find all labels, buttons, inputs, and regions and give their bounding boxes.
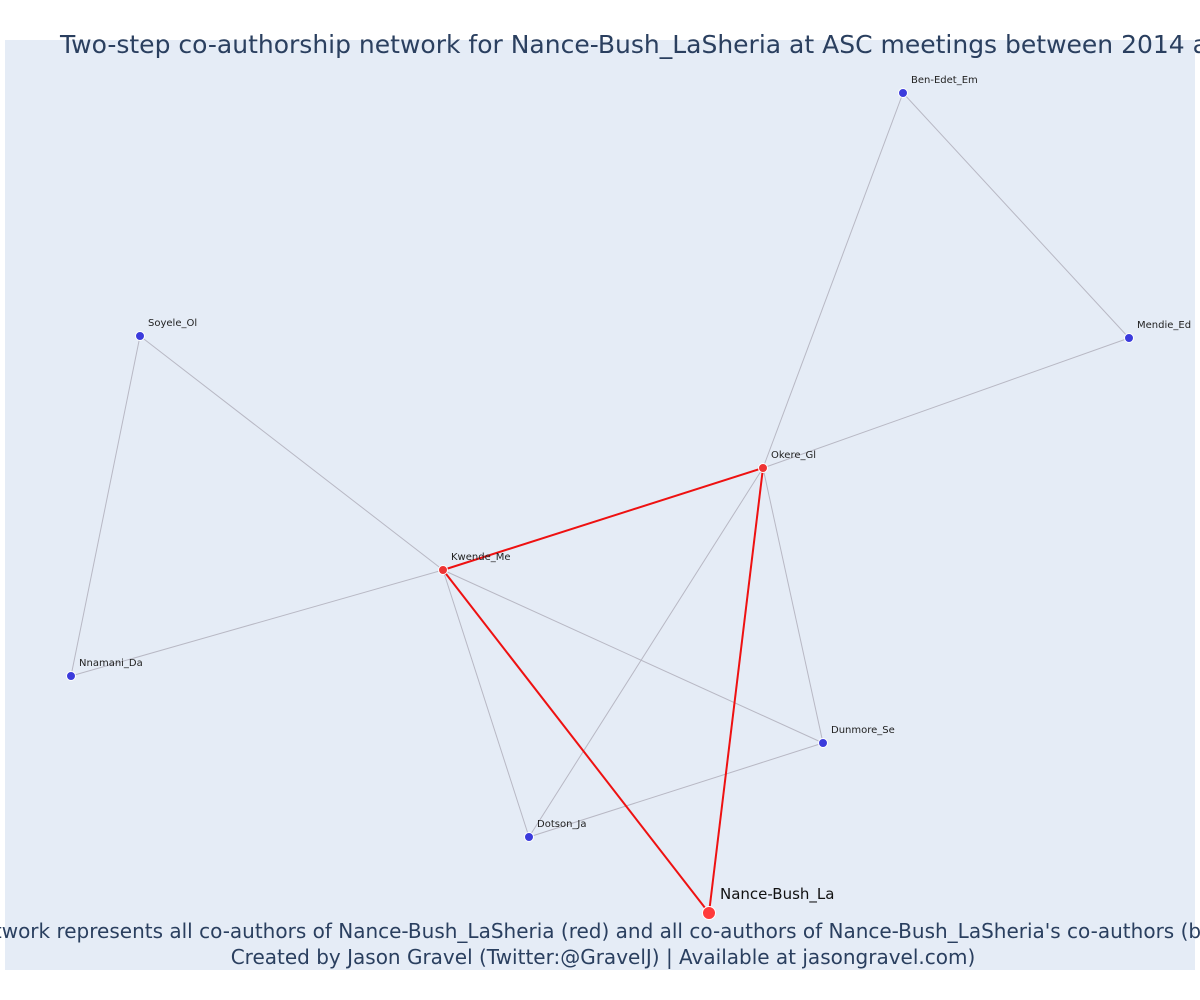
node-marker-dunmore-se[interactable] <box>818 738 828 748</box>
node-label-dunmore-se: Dunmore_Se <box>831 725 895 736</box>
edge-okere-gl-to-mendie-ed <box>762 337 1130 469</box>
node-label-ben-edet-em: Ben-Edet_Em <box>911 75 978 86</box>
node-label-okere-gl: Okere_Gl <box>771 450 816 461</box>
edges-layer <box>70 92 1130 914</box>
edge-okere-gl-to-ben-edet-em <box>762 92 904 469</box>
node-nnamani-da[interactable] <box>66 671 76 681</box>
node-marker-nance-bush-la[interactable] <box>702 906 716 920</box>
node-marker-soyele-ol[interactable] <box>135 331 145 341</box>
node-okere-gl[interactable] <box>758 463 768 473</box>
node-label-soyele-ol: Soyele_Ol <box>148 318 197 329</box>
node-marker-kwende-me[interactable] <box>438 565 448 575</box>
plot-area <box>5 40 1195 970</box>
edge-kwende-me-to-dotson-ja <box>442 569 530 838</box>
node-ben-edet-em[interactable] <box>898 88 908 98</box>
caption-line-1: Network represents all co-authors of Nan… <box>0 919 1200 943</box>
node-marker-okere-gl[interactable] <box>758 463 768 473</box>
node-soyele-ol[interactable] <box>135 331 145 341</box>
edge-kwende-me-to-dunmore-se <box>442 569 824 744</box>
node-marker-ben-edet-em[interactable] <box>898 88 908 98</box>
node-kwende-me[interactable] <box>438 565 448 575</box>
edge-ben-edet-em-to-mendie-ed <box>902 92 1130 339</box>
edge-kwende-me-to-soyele-ol <box>139 335 444 571</box>
node-label-dotson-ja: Dotson_Ja <box>537 819 586 830</box>
node-label-kwende-me: Kwende_Me <box>451 552 511 563</box>
edge-dunmore-se-to-dotson-ja <box>528 742 824 838</box>
node-label-nnamani-da: Nnamani_Da <box>79 658 143 669</box>
edge-soyele-ol-to-nnamani-da <box>70 335 141 677</box>
edge-nance-bush-la-to-kwende-me <box>442 569 710 914</box>
node-nance-bush-la[interactable] <box>702 906 716 920</box>
figure-title: Two-step co-authorship network for Nance… <box>59 30 1200 59</box>
caption-line-2: Created by Jason Gravel (Twitter:@Gravel… <box>231 945 976 969</box>
edge-kwende-me-to-okere-gl <box>442 467 764 571</box>
node-marker-dotson-ja[interactable] <box>524 832 534 842</box>
node-dunmore-se[interactable] <box>818 738 828 748</box>
node-marker-mendie-ed[interactable] <box>1124 333 1134 343</box>
nodes-layer <box>66 88 1134 920</box>
node-mendie-ed[interactable] <box>1124 333 1134 343</box>
edge-nance-bush-la-to-okere-gl <box>708 467 764 914</box>
edge-kwende-me-to-nnamani-da <box>70 569 444 677</box>
edge-okere-gl-to-dunmore-se <box>762 467 824 744</box>
edge-okere-gl-to-dotson-ja <box>528 467 764 838</box>
node-label-mendie-ed: Mendie_Ed <box>1137 320 1191 331</box>
node-marker-nnamani-da[interactable] <box>66 671 76 681</box>
labels-layer: Nance-Bush_La Kwende_Me Okere_Gl Ben-Edet_E… <box>79 75 1191 904</box>
node-dotson-ja[interactable] <box>524 832 534 842</box>
node-label-nance-bush-la: Nance-Bush_La <box>720 885 834 904</box>
